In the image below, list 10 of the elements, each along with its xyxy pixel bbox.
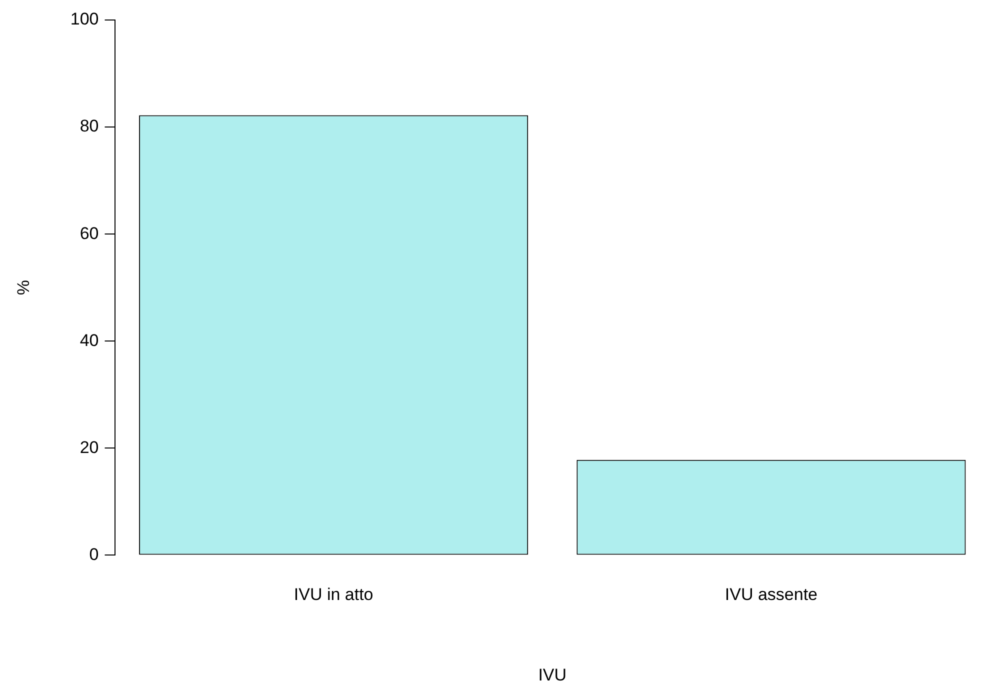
y-axis-title: % <box>14 280 33 296</box>
y-tick-label: 40 <box>80 330 99 350</box>
x-tick-label: IVU assente <box>724 585 818 604</box>
y-tick-label: 60 <box>80 224 99 243</box>
y-tick-label: 100 <box>70 10 99 29</box>
y-tick-label: 0 <box>89 544 99 564</box>
y-tick-label: 80 <box>80 116 99 136</box>
x-axis-title: IVU <box>538 665 567 684</box>
y-tick-label: 20 <box>80 438 99 457</box>
x-tick-label: IVU in atto <box>294 585 374 604</box>
